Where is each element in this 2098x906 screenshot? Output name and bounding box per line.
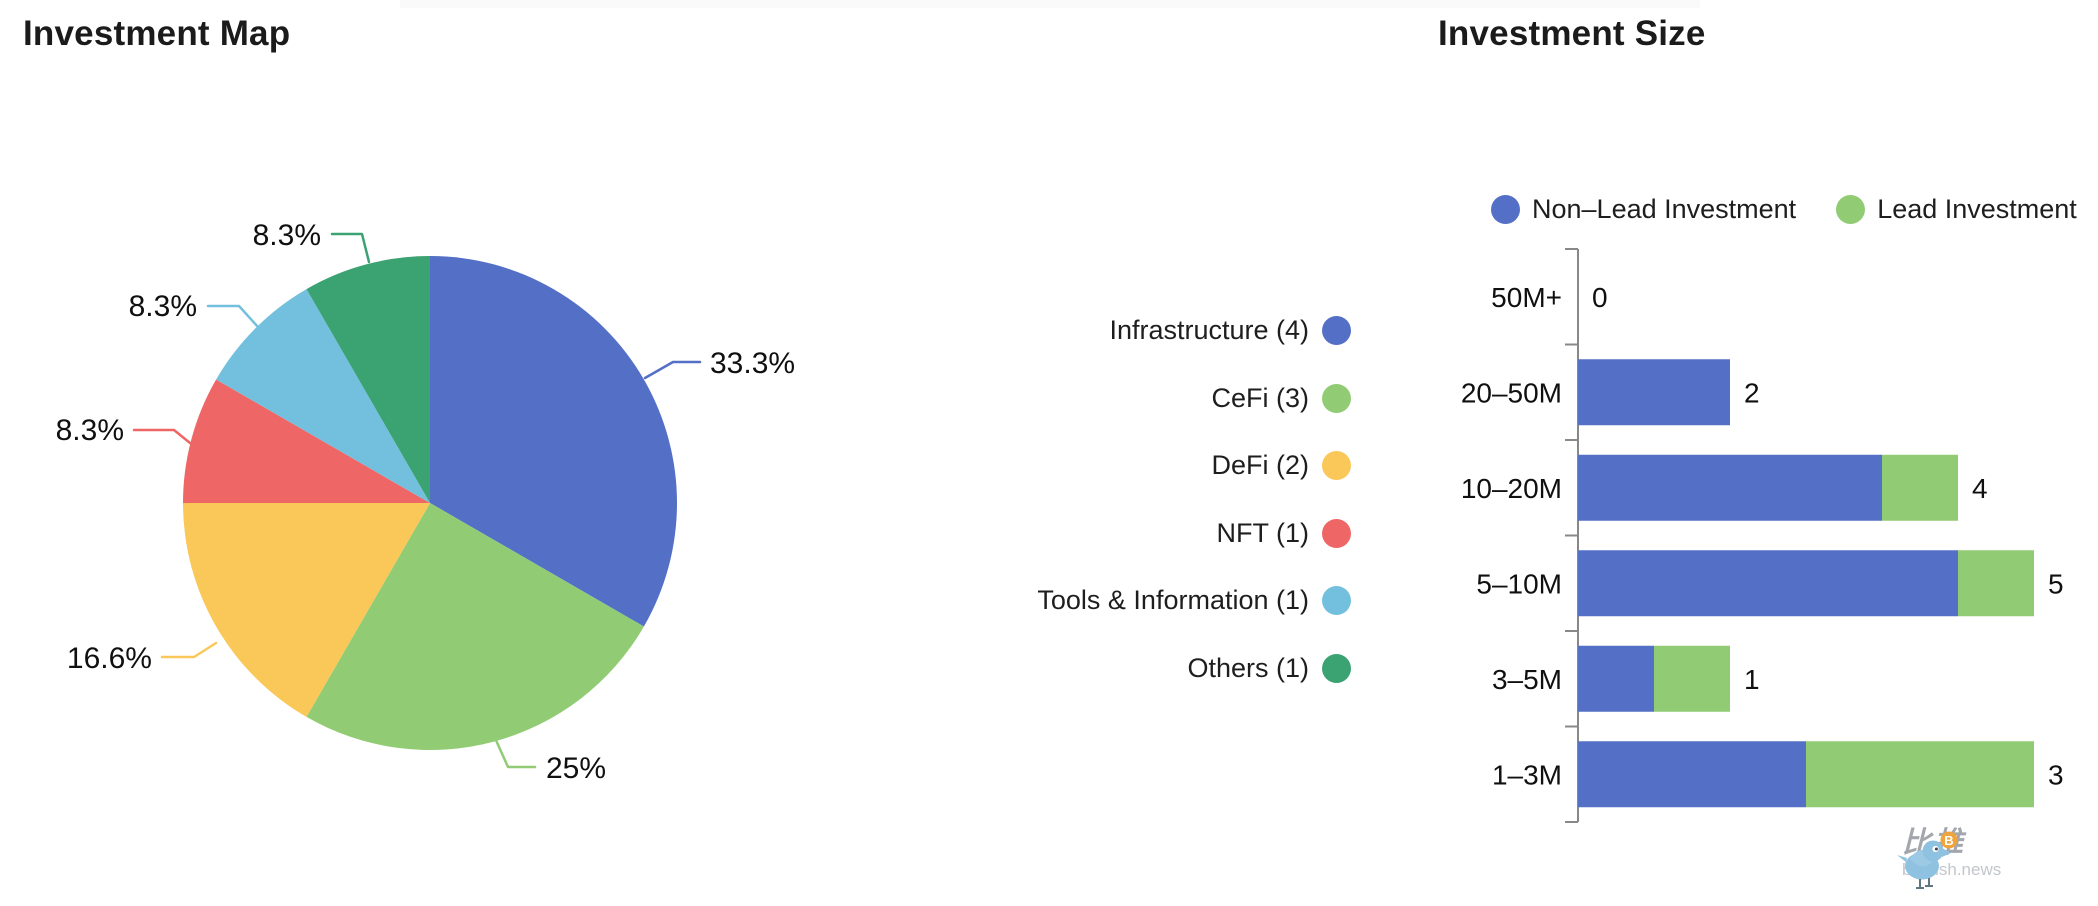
bar-segment-non-lead xyxy=(1578,454,1882,521)
pie-legend-label: NFT (1) xyxy=(1216,517,1310,548)
pie-legend-item: DeFi (2) xyxy=(760,432,1351,500)
bar-segment-non-lead xyxy=(1578,645,1654,712)
bar-value-label: 5 xyxy=(2048,568,2064,599)
bar-category-labels: 50M+ 20–50M 10–20M 5–10M 3–5M 1–3M xyxy=(1461,282,1562,791)
bar-legend-dot-icon xyxy=(1491,194,1520,224)
pie-percent-label: 16.6% xyxy=(67,642,152,675)
bar-segment-non-lead xyxy=(1578,359,1730,426)
pie-legend-item: Tools & Information (1) xyxy=(760,567,1351,635)
pie-legend-dot-icon xyxy=(1322,451,1351,481)
pie-legend-label: Tools & Information (1) xyxy=(1037,585,1309,616)
pie-label-line xyxy=(330,232,371,264)
pie-percent-label: 8.3% xyxy=(253,219,321,252)
pie-slice-defi xyxy=(183,503,430,717)
pie-legend-dot-icon xyxy=(1322,586,1351,616)
bar-legend-dot-icon xyxy=(1836,194,1866,224)
bird-logo-icon: B xyxy=(1897,831,1958,889)
bar-chart-legend: Non–Lead Investment Lead Investment xyxy=(1491,192,2077,226)
pie-chart-title: Investment Map xyxy=(23,14,291,53)
pie-percent-label: 33.3% xyxy=(710,347,795,380)
pie-slices xyxy=(183,256,677,750)
pie-label-line xyxy=(206,304,260,329)
bar-rects xyxy=(1578,359,2034,808)
bar-legend-label: Lead Investment xyxy=(1877,193,2077,224)
pie-legend-label: DeFi (2) xyxy=(1211,450,1309,481)
bar-value-label: 0 xyxy=(1592,282,1608,313)
bar-segment-lead xyxy=(1806,741,2034,808)
pie-legend-item: NFT (1) xyxy=(760,500,1351,568)
pie-slice-cefi xyxy=(306,503,644,750)
bar-value-label: 2 xyxy=(1744,377,1760,408)
pie-connector-lines xyxy=(132,232,702,769)
pie-legend-item: Infrastructure (4) xyxy=(760,297,1351,365)
pie-legend-dot-icon xyxy=(1322,653,1351,683)
pie-chart-svg: 33.3% 25% 16.6% 8.3% 8.3% 8.3% xyxy=(56,219,795,785)
top-faint-strip xyxy=(400,0,1700,8)
bar-segment-non-lead xyxy=(1578,550,1958,617)
pie-percent-label: 25% xyxy=(546,752,606,785)
bar-value-label: 4 xyxy=(1972,473,1988,504)
pie-percent-labels: 33.3% 25% 16.6% 8.3% 8.3% 8.3% xyxy=(56,219,795,785)
pie-legend-item: Others (1) xyxy=(760,635,1351,703)
pie-legend-item: CeFi (3) xyxy=(760,365,1351,433)
pie-percent-label: 8.3% xyxy=(56,414,124,447)
bar-chart-title: Investment Size xyxy=(1438,14,1706,53)
bar-category-label: 10–20M xyxy=(1461,473,1562,504)
bar-category-label: 50M+ xyxy=(1491,282,1562,313)
bitpush-watermark: B 比推 bitpush.news xyxy=(1896,828,2001,889)
bar-segment-non-lead xyxy=(1578,741,1806,808)
pie-label-line xyxy=(493,736,537,769)
bar-value-label: 1 xyxy=(1744,664,1760,695)
pie-legend-label: Infrastructure (4) xyxy=(1109,315,1309,346)
pie-legend-dot-icon xyxy=(1322,383,1351,413)
bar-legend-item: Lead Investment xyxy=(1836,194,2077,225)
pie-legend: Infrastructure (4) CeFi (3) DeFi (2) NFT (1… xyxy=(760,297,1351,702)
pie-legend-label: CeFi (3) xyxy=(1211,382,1309,413)
bar-category-label: 5–10M xyxy=(1476,568,1562,599)
bar-chart-svg: 50M+ 20–50M 10–20M 5–10M 3–5M 1–3M 0 2 4 5 1 3 xyxy=(1461,248,2064,823)
bar-segment-lead xyxy=(1654,645,1730,712)
pie-legend-dot-icon xyxy=(1322,316,1351,346)
bar-segment-lead xyxy=(1958,550,2034,617)
pie-label-line xyxy=(132,428,192,445)
pie-legend-label: Others (1) xyxy=(1187,652,1309,683)
bar-category-label: 3–5M xyxy=(1492,664,1562,695)
bar-axis xyxy=(1565,248,1579,823)
bar-segment-lead xyxy=(1882,454,1958,521)
pie-slice-others xyxy=(306,256,430,503)
pie-slice-infrastructure xyxy=(430,256,677,627)
pie-slice-nft xyxy=(183,379,430,503)
bar-legend-label: Non–Lead Investment xyxy=(1532,193,1797,224)
bar-value-label: 3 xyxy=(2048,759,2064,790)
bar-legend-item: Non–Lead Investment xyxy=(1491,194,1796,225)
bitcoin-coin-letter: B xyxy=(1944,833,1953,848)
bar-category-label: 1–3M xyxy=(1492,759,1562,790)
pie-label-line xyxy=(160,641,218,659)
pie-label-line xyxy=(643,360,702,380)
bar-category-label: 20–50M xyxy=(1461,377,1562,408)
pie-slice-tools-information xyxy=(216,289,430,503)
pie-percent-label: 8.3% xyxy=(129,290,197,323)
bar-value-labels: 0 2 4 5 1 3 xyxy=(1592,282,2064,791)
pie-legend-dot-icon xyxy=(1322,518,1351,548)
